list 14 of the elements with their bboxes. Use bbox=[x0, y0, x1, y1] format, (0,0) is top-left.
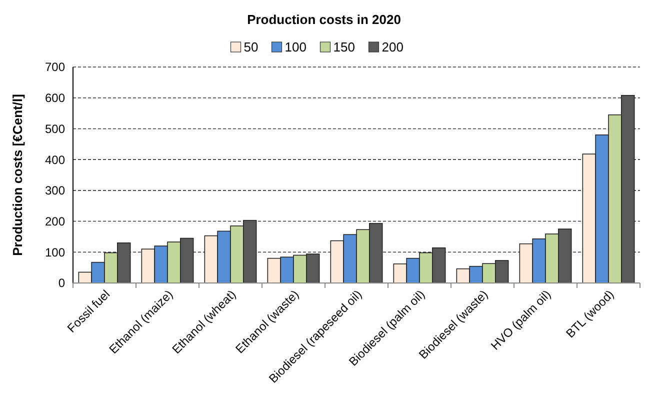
y-tick-label: 300 bbox=[44, 184, 66, 198]
y-tick-label: 700 bbox=[44, 60, 66, 74]
y-axis-title: Production costs [€Cent/l] bbox=[10, 94, 25, 256]
y-tick-label: 200 bbox=[44, 214, 66, 228]
legend-label: 150 bbox=[333, 40, 355, 55]
y-tick-label: 100 bbox=[44, 245, 66, 260]
y-tick-label: 0 bbox=[58, 276, 66, 290]
legend-label: 50 bbox=[244, 40, 258, 55]
legend-label: 100 bbox=[284, 40, 306, 55]
chart-title: Production costs in 2020 bbox=[247, 12, 401, 27]
y-tick-label: 600 bbox=[44, 91, 66, 106]
y-tick-label: 400 bbox=[44, 152, 66, 167]
y-tick-label: 500 bbox=[44, 122, 66, 136]
legend-label: 200 bbox=[382, 40, 404, 55]
